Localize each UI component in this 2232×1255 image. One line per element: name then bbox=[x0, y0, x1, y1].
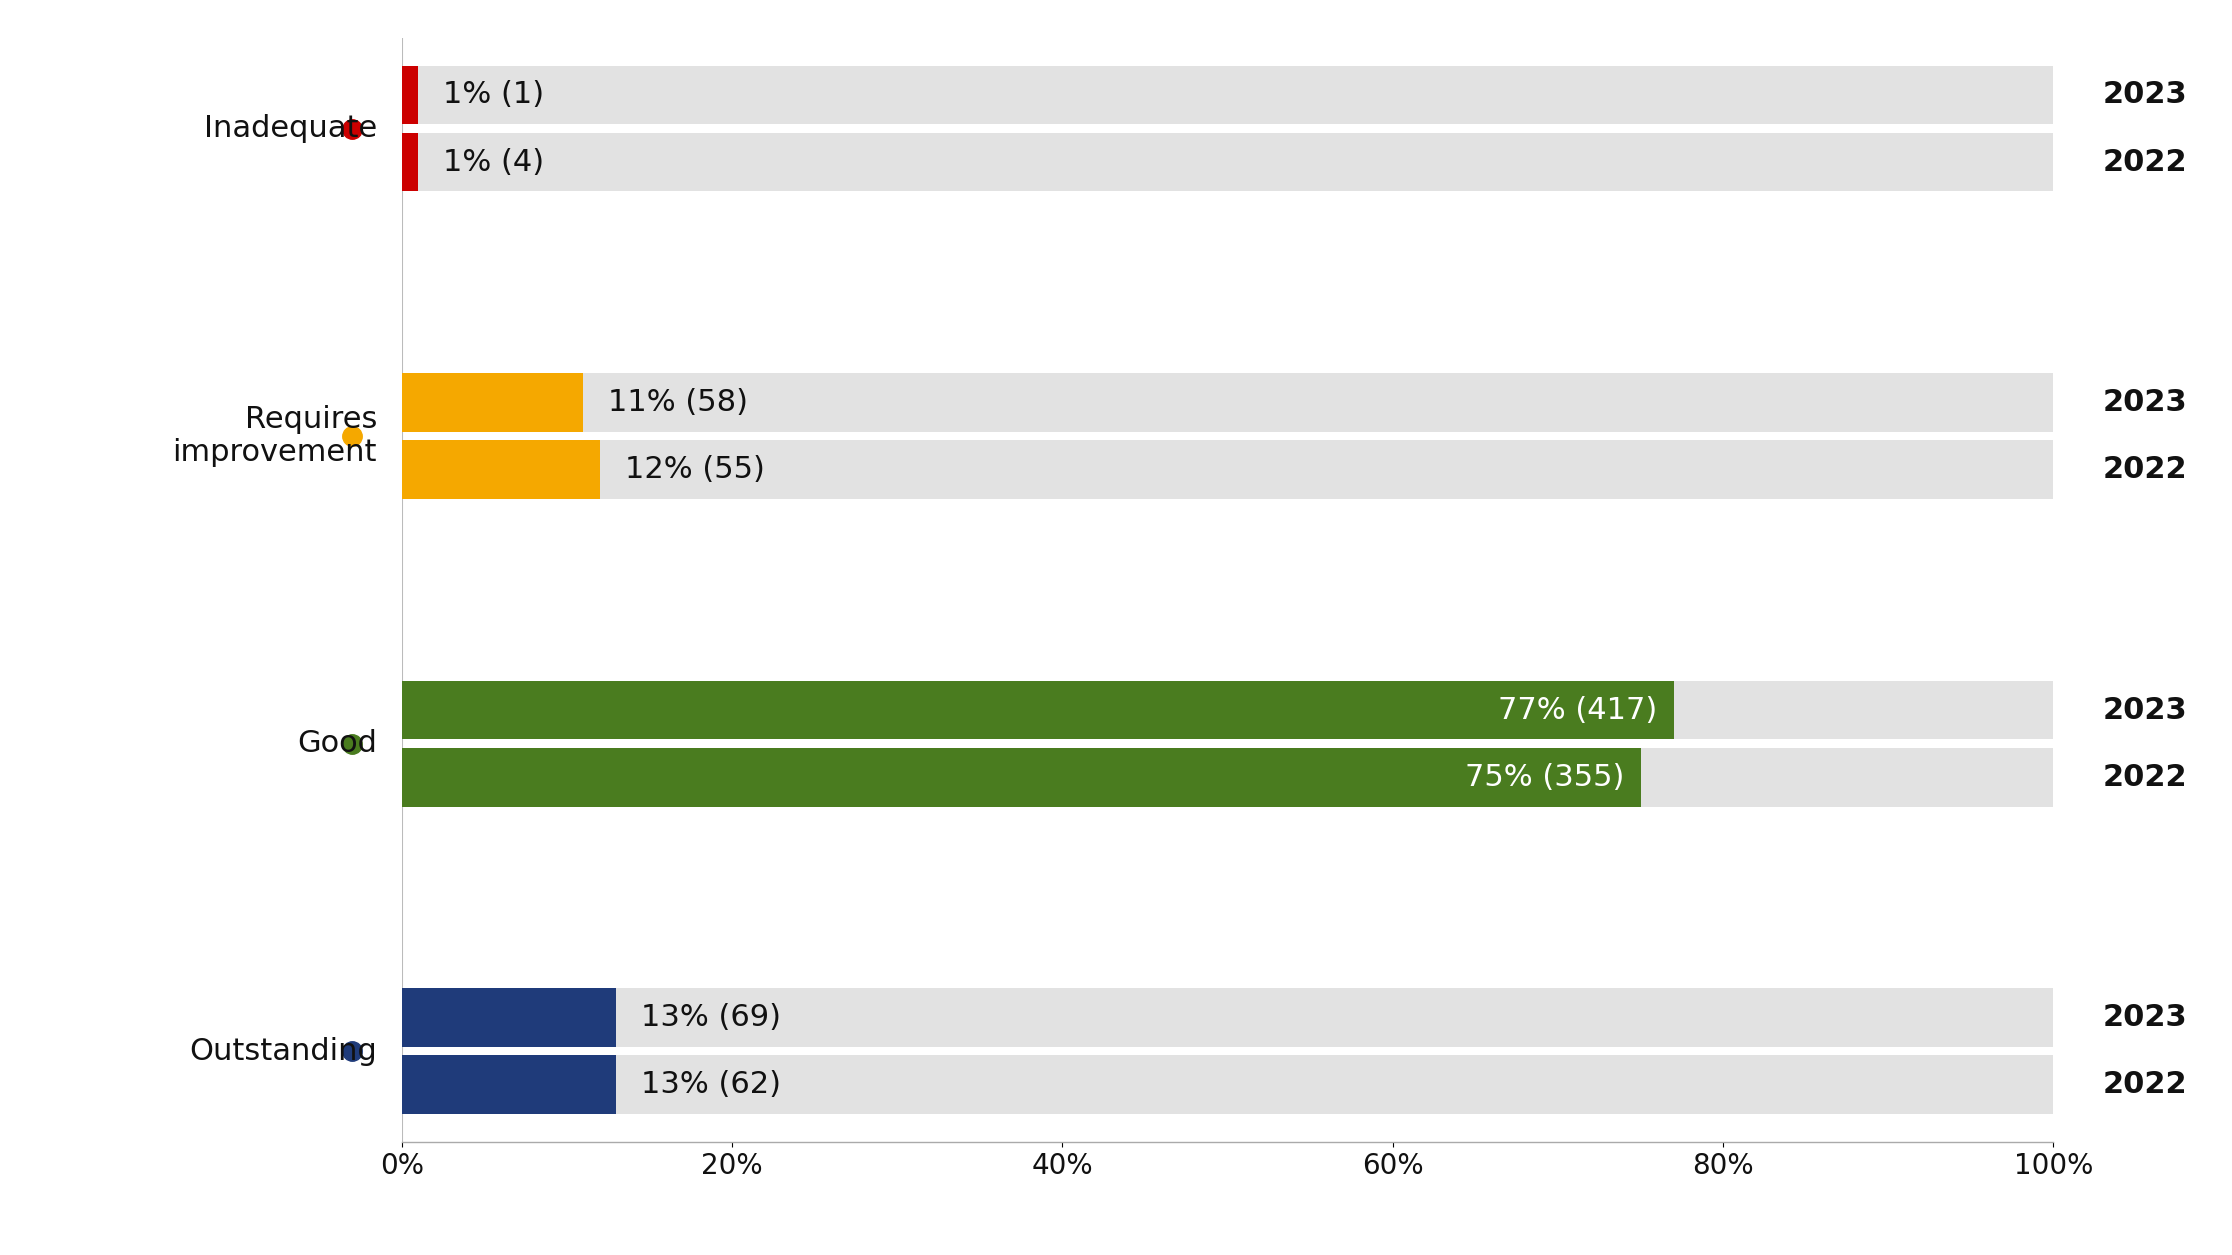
Bar bbox=[402, 133, 2053, 192]
Text: 13% (62): 13% (62) bbox=[641, 1071, 781, 1099]
Text: 1% (1): 1% (1) bbox=[442, 80, 545, 109]
Text: Good: Good bbox=[297, 729, 377, 758]
Text: 12% (55): 12% (55) bbox=[625, 456, 766, 484]
Text: 1% (4): 1% (4) bbox=[442, 148, 545, 177]
Text: 13% (69): 13% (69) bbox=[641, 1003, 781, 1032]
Bar bbox=[402, 65, 417, 124]
Bar bbox=[402, 1055, 616, 1114]
Text: Requires
improvement: Requires improvement bbox=[172, 405, 377, 467]
Bar bbox=[402, 133, 417, 192]
Text: 2022: 2022 bbox=[2103, 148, 2187, 177]
Bar bbox=[402, 988, 616, 1047]
Text: 2022: 2022 bbox=[2103, 1071, 2187, 1099]
Text: Outstanding: Outstanding bbox=[190, 1037, 377, 1065]
Bar bbox=[402, 1055, 2053, 1114]
Text: 75% (355): 75% (355) bbox=[1464, 763, 1625, 792]
Bar bbox=[402, 680, 2053, 739]
Bar bbox=[402, 680, 1674, 739]
Text: 2022: 2022 bbox=[2103, 763, 2187, 792]
Text: Inadequate: Inadequate bbox=[203, 114, 377, 143]
Bar bbox=[402, 373, 2053, 432]
Bar bbox=[402, 373, 583, 432]
Text: 2023: 2023 bbox=[2103, 80, 2187, 109]
Text: 77% (417): 77% (417) bbox=[1498, 695, 1656, 724]
Bar bbox=[402, 988, 2053, 1047]
Text: 2023: 2023 bbox=[2103, 1003, 2187, 1032]
Text: 2023: 2023 bbox=[2103, 388, 2187, 417]
Text: 2023: 2023 bbox=[2103, 695, 2187, 724]
Bar bbox=[402, 441, 2053, 499]
Bar bbox=[402, 748, 2053, 807]
Bar bbox=[402, 441, 600, 499]
Bar bbox=[402, 748, 1641, 807]
Text: 11% (58): 11% (58) bbox=[607, 388, 748, 417]
Text: 2022: 2022 bbox=[2103, 456, 2187, 484]
Bar bbox=[402, 65, 2053, 124]
